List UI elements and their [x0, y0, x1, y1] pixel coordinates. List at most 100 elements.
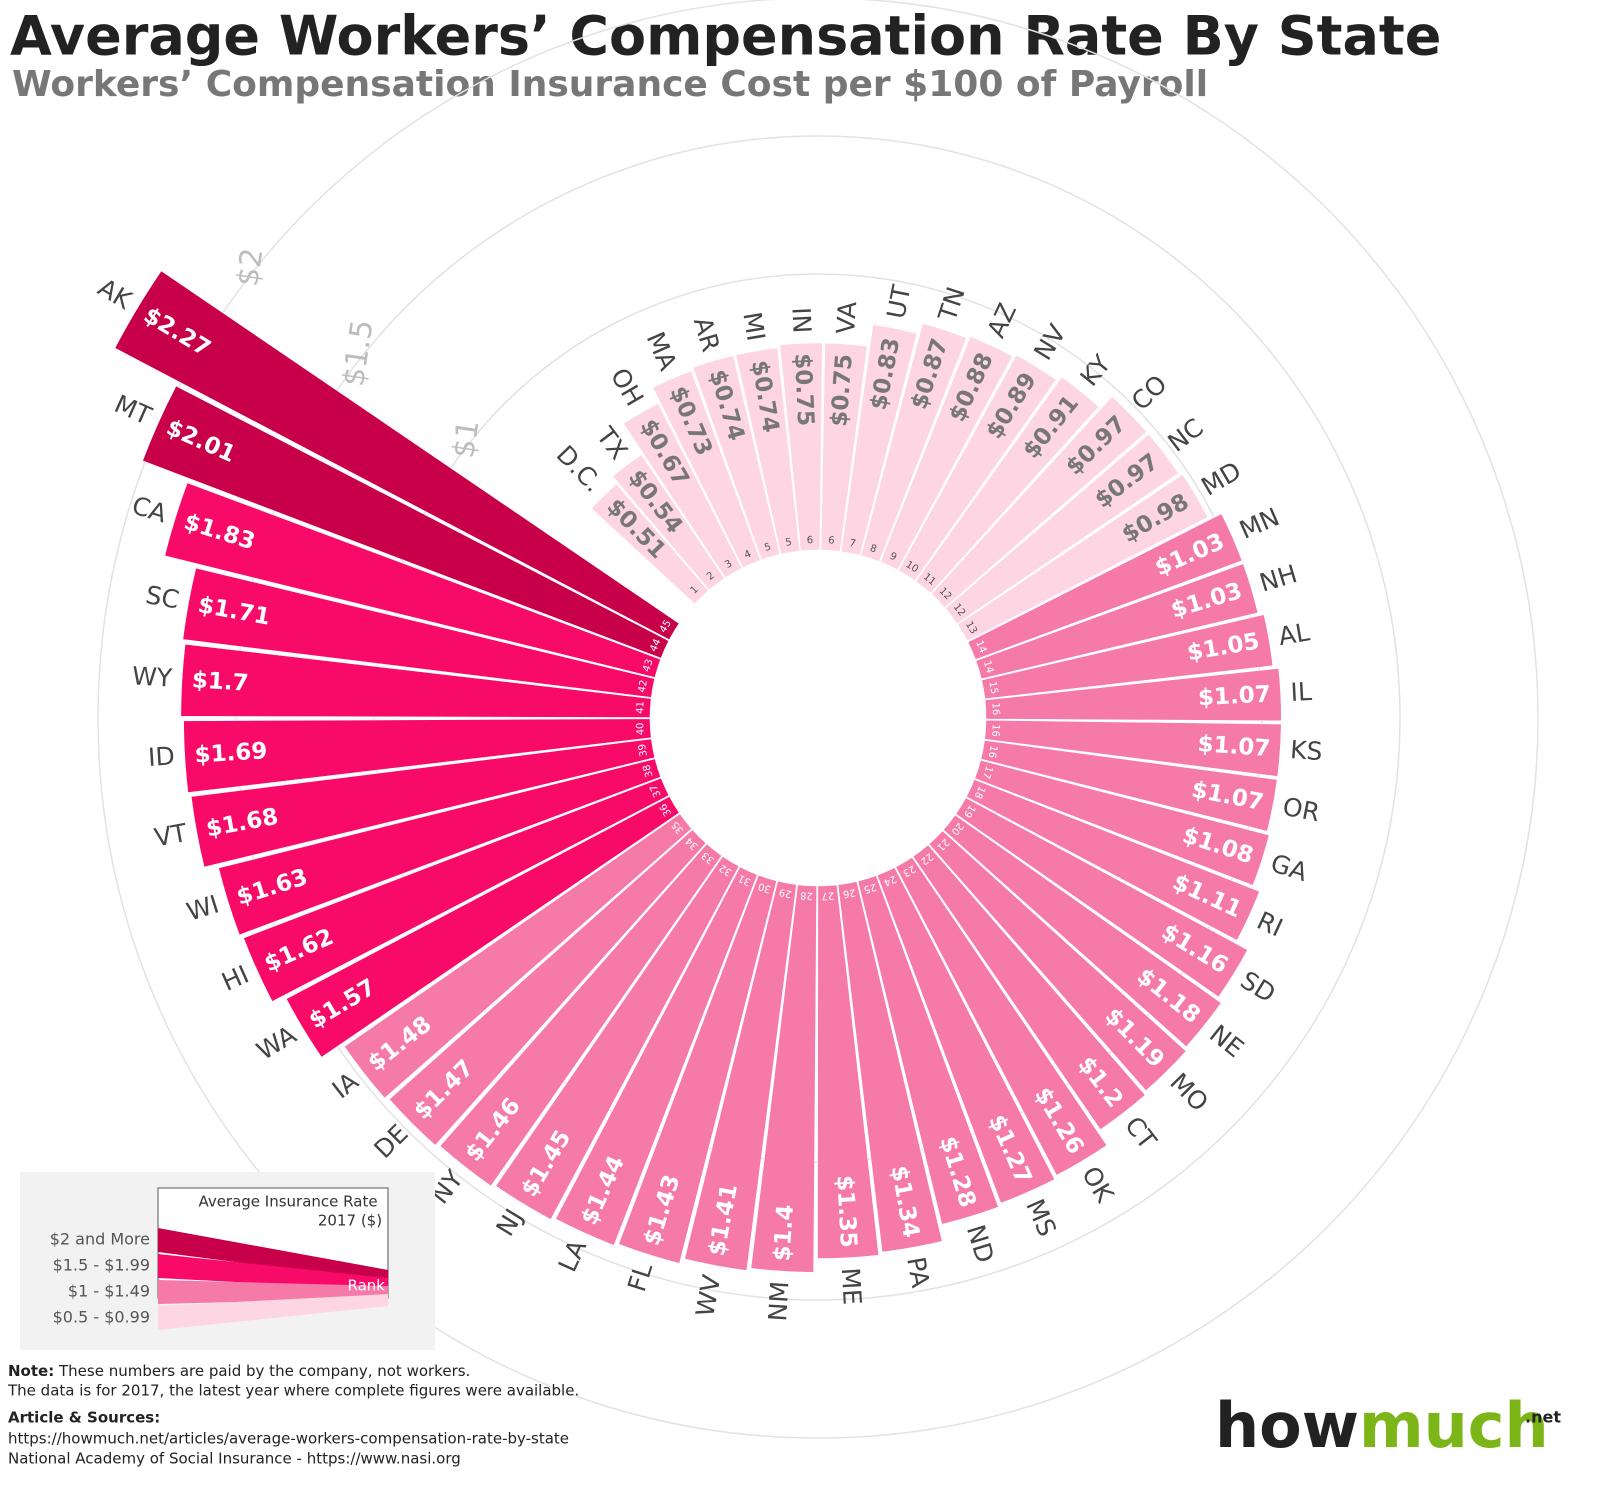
- rank-label: 5: [785, 537, 793, 549]
- rank-label: 8: [868, 543, 877, 555]
- legend-swatch: [158, 1294, 388, 1330]
- rank-label: 14: [973, 639, 988, 655]
- legend-title: 2017 ($): [318, 1212, 382, 1230]
- state-label: WV: [690, 1273, 726, 1319]
- state-label: NM: [763, 1280, 795, 1322]
- bar: [684, 880, 797, 1271]
- logo-part: much: [1359, 1389, 1549, 1462]
- bar: [612, 454, 725, 591]
- legend: Average Insurance Rate 2017 ($) $2 and M…: [20, 1172, 435, 1350]
- bar: [114, 270, 680, 641]
- state-label: NE: [1204, 1019, 1249, 1063]
- bar: [343, 813, 693, 1099]
- bars: $0.51D.C.1$0.54TX2$0.67OH3$0.73MA4$0.74A…: [93, 270, 1323, 1322]
- rank-label: 7: [848, 538, 856, 550]
- value-label: $1.07: [1197, 682, 1271, 712]
- state-label: IA: [327, 1066, 364, 1104]
- bar: [652, 370, 761, 569]
- bar: [945, 433, 1180, 625]
- logo-part: how: [1215, 1389, 1359, 1462]
- rank-label: 39: [637, 743, 650, 758]
- legend-swatch: [158, 1228, 388, 1282]
- note: Note: These numbers are paid by the comp…: [8, 1362, 470, 1380]
- rank-label: 30: [757, 880, 772, 894]
- bar: [857, 875, 999, 1225]
- sources-label: Article & Sources:: [8, 1409, 160, 1427]
- state-label: KS: [1289, 735, 1323, 766]
- bar: [860, 323, 967, 562]
- rank-label: 28: [800, 889, 813, 901]
- rank-label: 16: [989, 724, 1001, 737]
- state-label: RI: [1253, 906, 1288, 943]
- value-label: $1.69: [194, 738, 268, 768]
- legend-swatch: [158, 1254, 388, 1290]
- state-label: MA: [641, 328, 683, 375]
- bar: [912, 844, 1146, 1131]
- state-label: IL: [1290, 677, 1313, 707]
- rank-label: 24: [882, 873, 898, 888]
- state-label: ME: [836, 1267, 867, 1306]
- bar: [898, 354, 1057, 582]
- bar: [955, 797, 1249, 998]
- rank-label: 27: [821, 889, 834, 901]
- bar: [285, 796, 680, 1058]
- rank-label: 44: [648, 637, 663, 653]
- rank-label: 4: [743, 549, 753, 562]
- rank-label: 15: [986, 681, 999, 695]
- state-label: AR: [688, 314, 726, 355]
- state-label: HI: [217, 960, 253, 997]
- bar: [974, 759, 1270, 886]
- source: https://howmuch.net/articles/average-wor…: [8, 1430, 569, 1448]
- state-label: MT: [110, 389, 156, 431]
- legend-label: $0.5 - $0.99: [53, 1308, 150, 1327]
- grid-ring: [97, 0, 1539, 1439]
- state-label: VT: [152, 818, 190, 852]
- bar: [180, 643, 652, 718]
- bar: [984, 668, 1282, 722]
- rank-label: 3: [723, 558, 734, 571]
- bar: [876, 867, 1056, 1204]
- state-label: AK: [93, 273, 137, 315]
- bar: [942, 814, 1222, 1048]
- legend-rank: Rank: [348, 1277, 386, 1295]
- note-line: The data is for 2017, the latest year wh…: [7, 1382, 579, 1400]
- rank-label: 16: [989, 702, 1001, 715]
- bar: [388, 829, 707, 1146]
- state-label: WA: [252, 1020, 302, 1066]
- state-label: MO: [1164, 1067, 1214, 1117]
- state-label: FL: [622, 1259, 658, 1295]
- state-label: ID: [147, 741, 175, 772]
- bar: [142, 385, 670, 659]
- bar: [928, 830, 1187, 1092]
- rank-label: 29: [778, 886, 793, 899]
- state-label: NC: [1162, 413, 1208, 458]
- value-label: $1.07: [1197, 731, 1271, 762]
- bar: [618, 874, 778, 1264]
- state-label: CA: [129, 491, 171, 529]
- state-label: KY: [1074, 349, 1116, 392]
- state-label: OR: [1280, 792, 1322, 827]
- state-label: NH: [1256, 559, 1300, 598]
- bar: [957, 473, 1209, 642]
- logo: howmuch: [1215, 1389, 1549, 1462]
- bar: [735, 347, 801, 555]
- bar: [439, 843, 723, 1187]
- state-label: CT: [1119, 1111, 1162, 1155]
- state-label: PA: [901, 1255, 935, 1290]
- legend-label: $2 and More: [50, 1230, 150, 1249]
- state-label: IN: [786, 307, 816, 334]
- bar: [750, 884, 817, 1273]
- state-label: MS: [1020, 1195, 1062, 1241]
- state-label: OH: [605, 363, 649, 411]
- bar: [895, 856, 1108, 1176]
- state-label: MI: [737, 310, 770, 343]
- state-label: TN: [932, 283, 970, 325]
- value-label: $0.75: [789, 353, 818, 427]
- state-label: SC: [143, 580, 181, 614]
- state-label: CO: [1126, 369, 1173, 416]
- bar: [590, 483, 709, 605]
- bar: [975, 563, 1259, 680]
- bar: [182, 567, 656, 698]
- bar: [555, 866, 758, 1246]
- rank-label: 40: [635, 722, 647, 735]
